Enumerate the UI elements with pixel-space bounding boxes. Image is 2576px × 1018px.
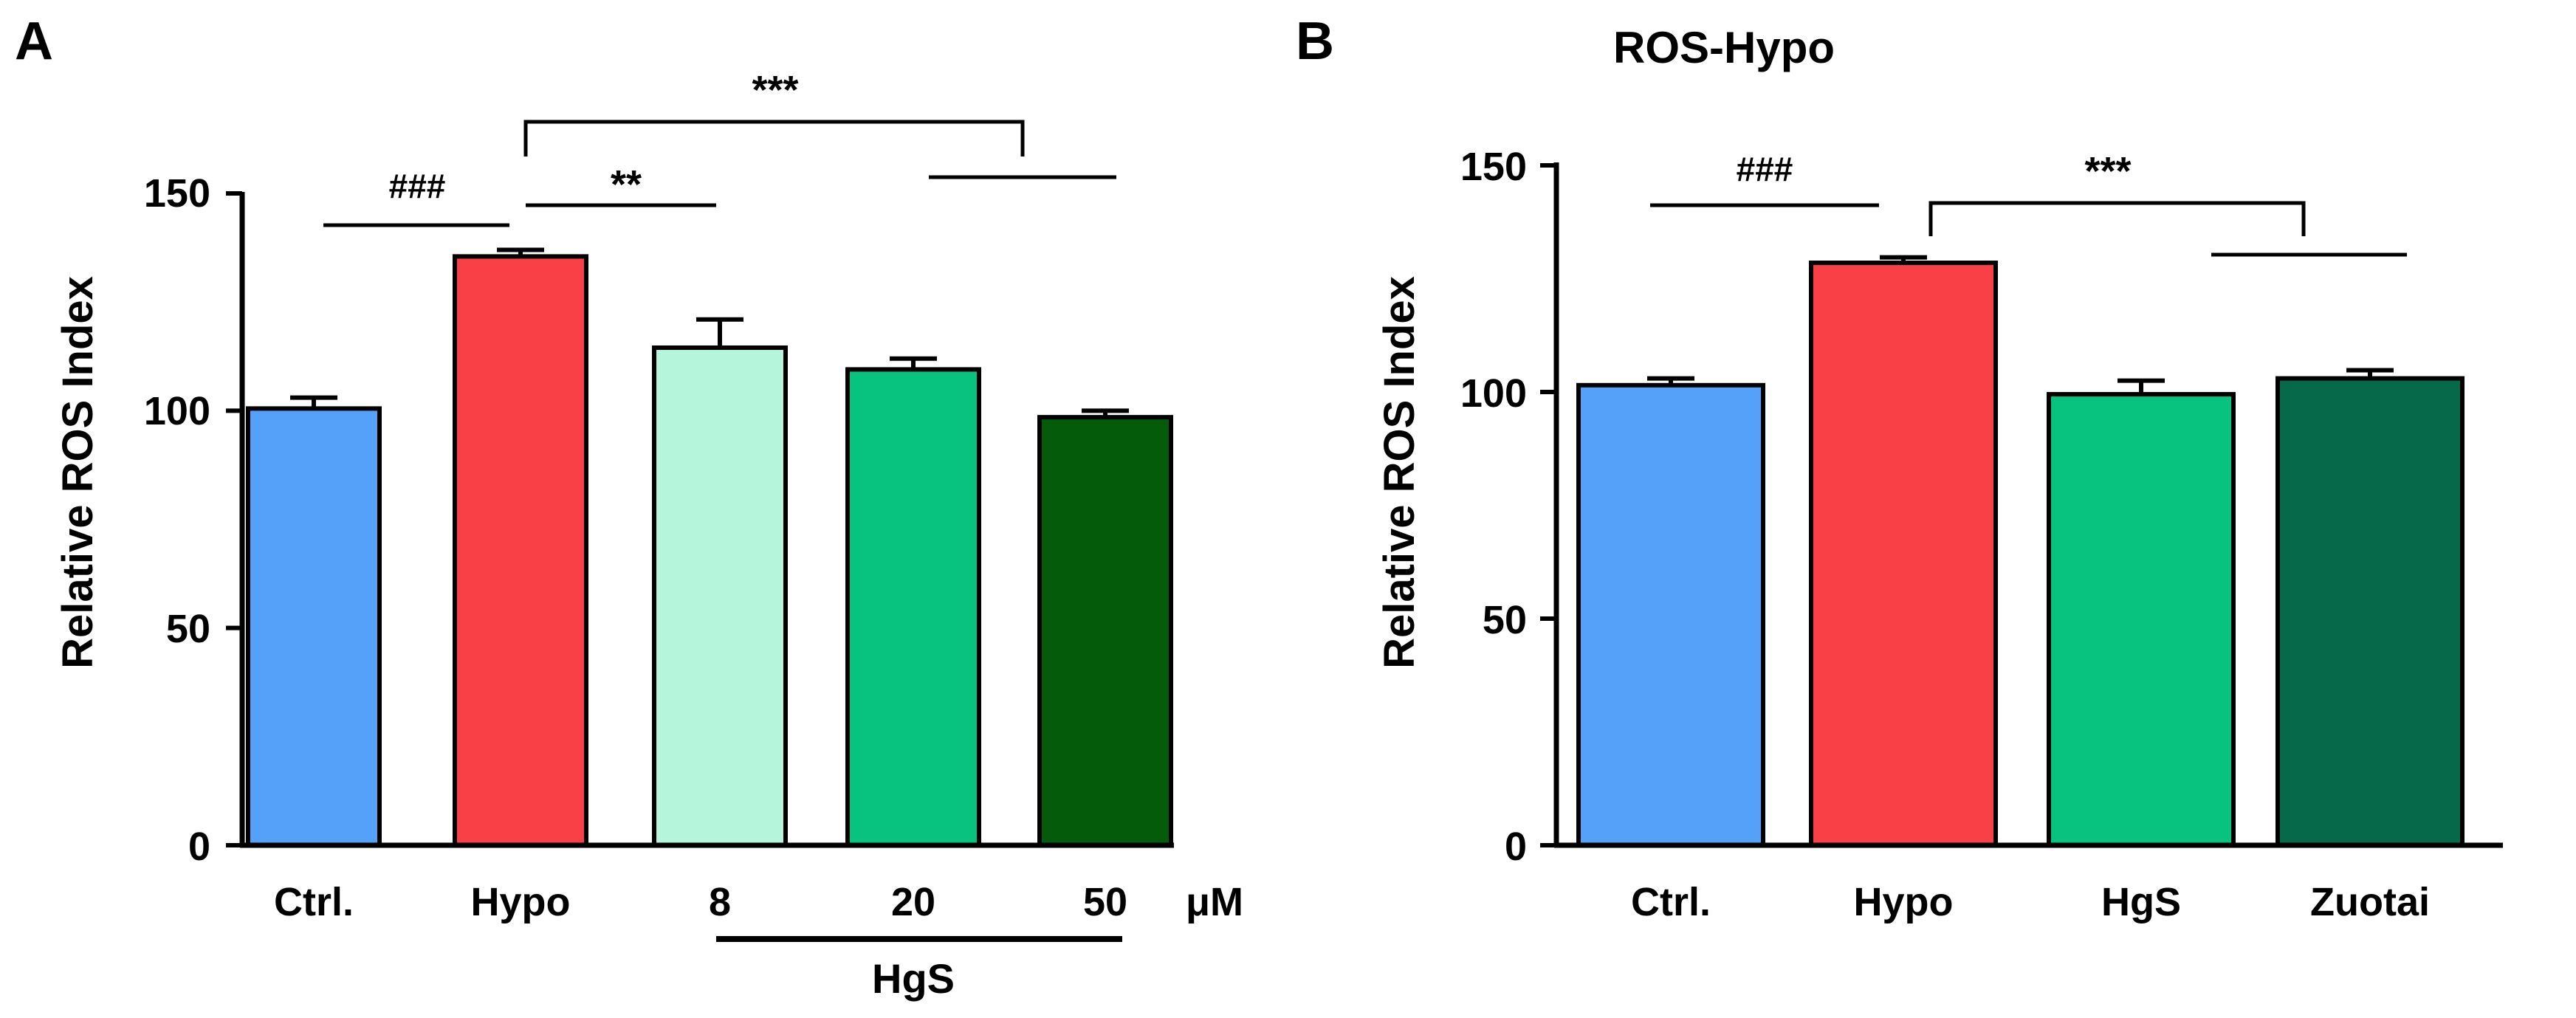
panel-a-xtick-ctrl: Ctrl. (274, 880, 354, 924)
panel-a-xtick-8: 8 (709, 880, 731, 924)
panel-b-bar-zuotai (2276, 376, 2465, 847)
panel-a-error-8 (696, 317, 743, 348)
panel-a-xtick-20: 20 (891, 880, 935, 924)
panel-a-sig-text-hypo-8: ** (611, 162, 642, 207)
panel-a-ytick-label-50: 50 (166, 607, 210, 651)
panel-a-bar-ctrl (246, 406, 382, 847)
panel-b-sig-text-ctrl-hypo: ### (1737, 150, 1793, 188)
panel-a-bar-hypo (453, 254, 588, 847)
panel-a-bar-50 (1037, 415, 1173, 847)
panel-b-xtick-ctrl: Ctrl. (1631, 880, 1711, 924)
panel-a-ytick-label-150: 150 (144, 171, 210, 216)
panel-a-xtick-50: 50 (1083, 880, 1127, 924)
panel-b: B ROS-Hypo Relative ROS Index 0 50 100 1… (1296, 12, 2503, 924)
panel-b-xtick-hypo: Hypo (1854, 880, 1954, 924)
panel-b-error-ctrl (1647, 376, 1694, 385)
panel-b-xtick-hgs: HgS (2101, 880, 2181, 924)
panel-b-ytick-label-100: 100 (1460, 371, 1527, 416)
panel-a-bar-20 (845, 367, 981, 848)
panel-a-ytick-label-0: 0 (188, 825, 210, 869)
panel-b-bar-ctrl (1576, 382, 1765, 847)
panel-b-sig-text-bracket: *** (2084, 149, 2131, 193)
panel-b-bar-hgs (2047, 392, 2236, 847)
panel-b-title: ROS-Hypo (1613, 23, 1835, 72)
panel-b-error-hgs (2118, 378, 2165, 395)
panel-a-error-ctrl (290, 395, 337, 409)
panel-a-group-label: HgS (872, 955, 955, 1002)
panel-b-significance: ### *** (1650, 149, 2407, 257)
panel-a-error-20 (890, 356, 937, 370)
panel-b-sig-bracket (1928, 201, 2306, 236)
panel-a-bar-8 (652, 345, 788, 847)
panel-b-y-ticks: 0 50 100 150 (1460, 145, 1556, 869)
panel-a-error-hypo (497, 247, 544, 257)
panel-a-sig-text-bracket: *** (752, 68, 798, 112)
panel-b-error-zuotai (2346, 368, 2394, 379)
panel-a-sig-text-ctrl-hypo: ### (389, 167, 446, 205)
panel-a-unit-label: μM (1186, 880, 1243, 924)
panel-b-y-axis-label: Relative ROS Index (1375, 276, 1423, 669)
panel-a-ytick-label-100: 100 (144, 389, 210, 433)
panel-b-x-tick-labels: Ctrl. Hypo HgS Zuotai (1631, 880, 2430, 924)
panel-b-bars (1576, 261, 2465, 847)
panel-b-xtick-zuotai: Zuotai (2310, 880, 2430, 924)
panel-a: A Relative ROS Index 0 50 100 150 (15, 12, 1243, 1002)
panel-a-significance: ### ** *** (323, 68, 1116, 227)
panel-a-x-tick-labels: Ctrl. Hypo 8 20 50 μM (274, 880, 1243, 924)
panel-a-label: A (15, 12, 53, 71)
panel-b-error-hypo (1880, 255, 1927, 264)
panel-a-sig-bracket (523, 120, 1025, 157)
panel-b-label: B (1296, 12, 1334, 71)
panel-b-error-bars (1647, 255, 2394, 395)
panel-b-bar-hypo (1809, 261, 1998, 847)
panel-a-xtick-hypo: Hypo (471, 880, 571, 924)
panel-a-y-axis-label: Relative ROS Index (54, 276, 102, 669)
panel-b-ytick-label-150: 150 (1460, 145, 1527, 189)
panel-a-y-ticks: 0 50 100 150 (144, 171, 242, 869)
panel-a-bars (246, 254, 1173, 848)
panel-b-ytick-label-50: 50 (1483, 598, 1527, 642)
panel-a-error-50 (1082, 408, 1129, 418)
panel-b-ytick-label-0: 0 (1505, 825, 1527, 869)
panel-a-error-bars (290, 247, 1129, 418)
